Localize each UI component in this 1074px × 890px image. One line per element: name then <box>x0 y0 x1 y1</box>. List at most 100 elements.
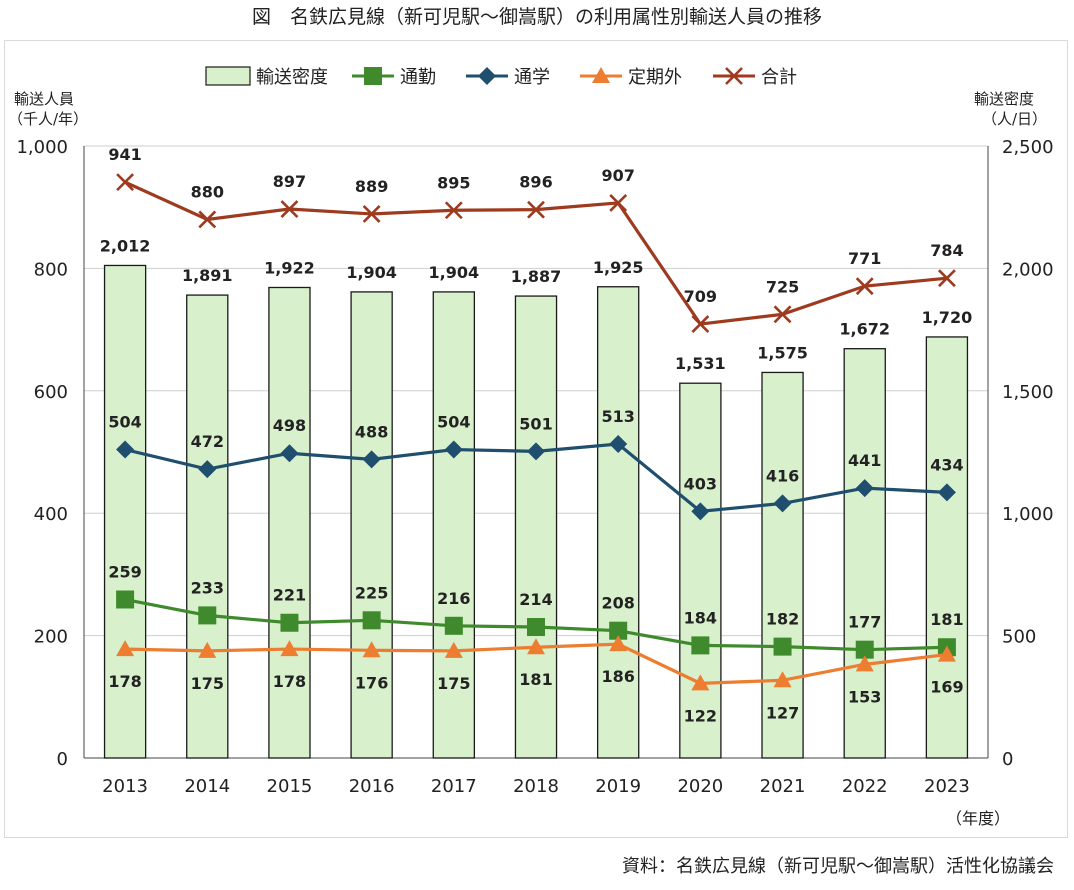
line-value-label: 177 <box>848 613 881 632</box>
line-value-label: 221 <box>273 586 306 605</box>
data-point <box>444 616 463 635</box>
data-point <box>478 67 496 85</box>
data-point <box>116 590 135 609</box>
legend-label: 通学 <box>514 67 550 88</box>
source-note: 資料：名鉄広見線（新可児駅～御嵩駅）活性化協議会 <box>622 856 1054 877</box>
x-tick-label: 2023 <box>924 776 970 797</box>
data-point <box>280 444 299 463</box>
x-tick-label: 2015 <box>267 776 313 797</box>
line-value-label: 889 <box>355 177 388 196</box>
bar-value-label: 1,904 <box>429 263 480 282</box>
data-point <box>609 621 628 640</box>
line-value-label: 178 <box>273 672 306 691</box>
data-point <box>773 494 792 513</box>
line-value-label: 181 <box>519 670 552 689</box>
y-left-unit: （千人/年） <box>8 110 88 128</box>
line-value-label: 181 <box>930 610 963 629</box>
bar-value-label: 2,012 <box>100 236 151 255</box>
line-value-label: 233 <box>191 578 224 597</box>
data-point <box>444 641 463 658</box>
legend-label: 通勤 <box>400 67 436 88</box>
line-value-label: 178 <box>108 672 141 691</box>
data-point <box>362 641 381 658</box>
bar-value-label: 1,925 <box>593 258 644 277</box>
legend-label: 合計 <box>761 67 797 88</box>
data-point <box>855 479 874 498</box>
line-value-label: 186 <box>601 667 634 686</box>
line-value-label: 488 <box>355 422 388 441</box>
data-point <box>527 200 545 219</box>
x-tick-label: 2014 <box>184 776 230 797</box>
chart-frame <box>4 40 1068 838</box>
data-point <box>773 671 792 688</box>
y-left-tick-label: 600 <box>34 382 68 403</box>
line-value-label: 880 <box>191 182 224 201</box>
data-point <box>855 655 874 672</box>
data-point <box>691 674 710 691</box>
data-point <box>609 193 628 212</box>
line-value-label: 941 <box>108 145 141 164</box>
data-point <box>592 67 610 83</box>
line-value-label: 498 <box>273 416 306 435</box>
line-value-label: 504 <box>108 413 141 432</box>
line-value-label: 153 <box>848 687 881 706</box>
bar-value-label: 1,720 <box>922 308 973 327</box>
data-point <box>362 450 381 469</box>
figure-title: 図 名鉄広見線（新可児駅～御嵩駅）の利用属性別輸送人員の推移 <box>251 6 822 28</box>
line-value-label: 504 <box>437 413 470 432</box>
x-tick-label: 2017 <box>431 776 477 797</box>
bar-value-label: 1,904 <box>346 263 397 282</box>
line-value-label: 513 <box>601 407 634 426</box>
data-point <box>362 205 381 223</box>
data-point <box>773 637 792 656</box>
line-value-label: 771 <box>848 249 881 268</box>
bar-value-label: 1,531 <box>675 354 726 373</box>
bar <box>514 295 558 759</box>
line-value-label: 259 <box>108 562 141 581</box>
line-value-label: 175 <box>191 674 224 693</box>
x-tick-label: 2019 <box>595 776 641 797</box>
bar <box>268 286 311 759</box>
data-point <box>280 613 299 632</box>
data-point <box>527 618 545 637</box>
x-tick-label: 2020 <box>677 776 723 797</box>
line-value-label: 127 <box>766 703 799 722</box>
y-right-tick-label: 500 <box>1002 627 1036 648</box>
bar <box>925 336 969 759</box>
data-point <box>362 611 381 630</box>
data-point <box>855 640 874 659</box>
x-tick-label: 2021 <box>760 776 806 797</box>
bar-value-label: 1,891 <box>182 266 233 285</box>
line-value-label: 897 <box>273 172 306 191</box>
line-value-label: 122 <box>684 706 717 725</box>
data-point <box>609 635 628 652</box>
line-value-label: 472 <box>191 432 224 451</box>
line-value-label: 725 <box>766 277 799 296</box>
data-point <box>937 645 956 662</box>
bar <box>596 286 640 759</box>
data-point <box>855 277 874 296</box>
line-value-label: 176 <box>355 673 388 692</box>
line-value-label: 441 <box>848 451 881 470</box>
line-value-label: 895 <box>437 173 470 192</box>
line-value-label: 182 <box>766 610 799 629</box>
y-left-tick-label: 200 <box>34 627 68 648</box>
bar-value-label: 1,672 <box>839 320 890 339</box>
bar <box>761 371 804 759</box>
data-point <box>280 200 299 218</box>
line-value-label: 403 <box>684 474 717 493</box>
data-point <box>691 315 710 334</box>
x-tick-label: 2013 <box>102 776 148 797</box>
data-point <box>444 201 463 220</box>
line-value-label: 501 <box>519 414 552 433</box>
bar <box>186 294 229 759</box>
data-point <box>116 173 135 192</box>
bar <box>679 382 722 759</box>
bar <box>350 291 393 759</box>
y-left-tick-label: 1,000 <box>16 137 68 158</box>
line-value-label: 907 <box>601 166 634 185</box>
data-point <box>364 67 382 85</box>
line-value-label: 175 <box>437 674 470 693</box>
bar-value-label: 1,575 <box>757 343 808 362</box>
y-right-tick-label: 2,000 <box>1002 259 1054 280</box>
